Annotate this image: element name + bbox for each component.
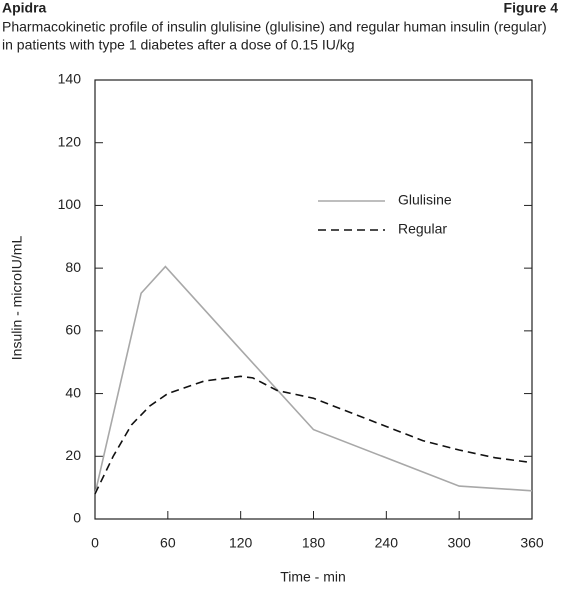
y-tick-label: 120 bbox=[58, 133, 82, 149]
y-tick-label: 40 bbox=[65, 384, 81, 400]
x-tick-label: 0 bbox=[91, 535, 99, 551]
x-tick-label: 60 bbox=[160, 535, 176, 551]
y-axis-label: Insulin - microIU/mL bbox=[9, 236, 25, 361]
x-tick-label: 360 bbox=[520, 535, 544, 551]
x-tick-label: 180 bbox=[302, 535, 326, 551]
brand: Apidra bbox=[2, 0, 47, 16]
x-tick-label: 120 bbox=[229, 535, 253, 551]
legend-label: Glulisine bbox=[398, 192, 452, 208]
x-tick-label: 300 bbox=[447, 535, 471, 551]
subtitle: in patients with type 1 diabetes after a… bbox=[2, 37, 355, 53]
line bbox=[94, 265, 533, 495]
y-tick-label: 100 bbox=[58, 196, 82, 212]
x-axis-label: Time - min bbox=[280, 569, 346, 585]
y-tick-label: 0 bbox=[73, 510, 81, 526]
line bbox=[94, 375, 533, 495]
y-tick-label: 60 bbox=[65, 322, 81, 338]
figure-label: Figure 4 bbox=[504, 0, 559, 16]
subtitle: Pharmacokinetic profile of insulin gluli… bbox=[2, 19, 547, 35]
legend-label: Regular bbox=[398, 221, 447, 237]
y-tick-label: 20 bbox=[65, 447, 81, 463]
y-tick-label: 140 bbox=[58, 71, 82, 87]
plot-frame bbox=[94, 79, 533, 520]
x-tick-label: 240 bbox=[375, 535, 399, 551]
y-tick-label: 80 bbox=[65, 259, 81, 275]
